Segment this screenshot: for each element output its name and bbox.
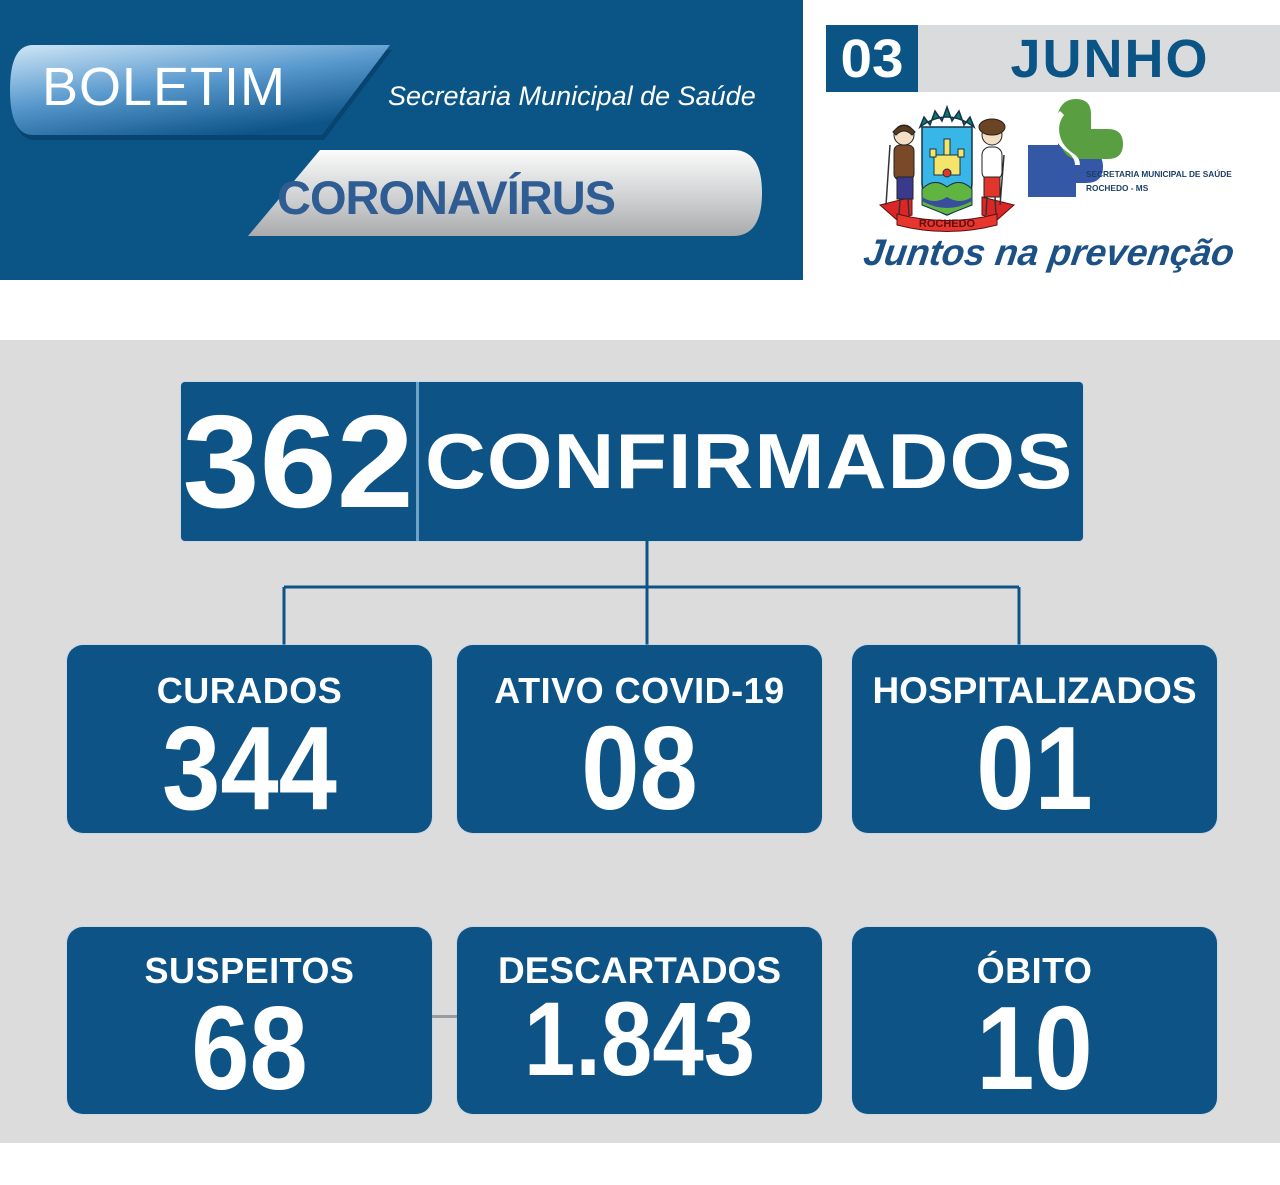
svg-text:SECRETARIA MUNICIPAL DE SAÚDE: SECRETARIA MUNICIPAL DE SAÚDE xyxy=(1086,168,1232,179)
svg-text:BOLETIM: BOLETIM xyxy=(42,57,286,117)
svg-text:ROCHEDO: ROCHEDO xyxy=(919,218,976,230)
svg-text:Secretaria Municipal de Saúde: Secretaria Municipal de Saúde xyxy=(388,81,756,111)
svg-text:ROCHEDO - MS: ROCHEDO - MS xyxy=(1086,183,1149,193)
svg-text:CORONAVÍRUS: CORONAVÍRUS xyxy=(277,171,615,224)
